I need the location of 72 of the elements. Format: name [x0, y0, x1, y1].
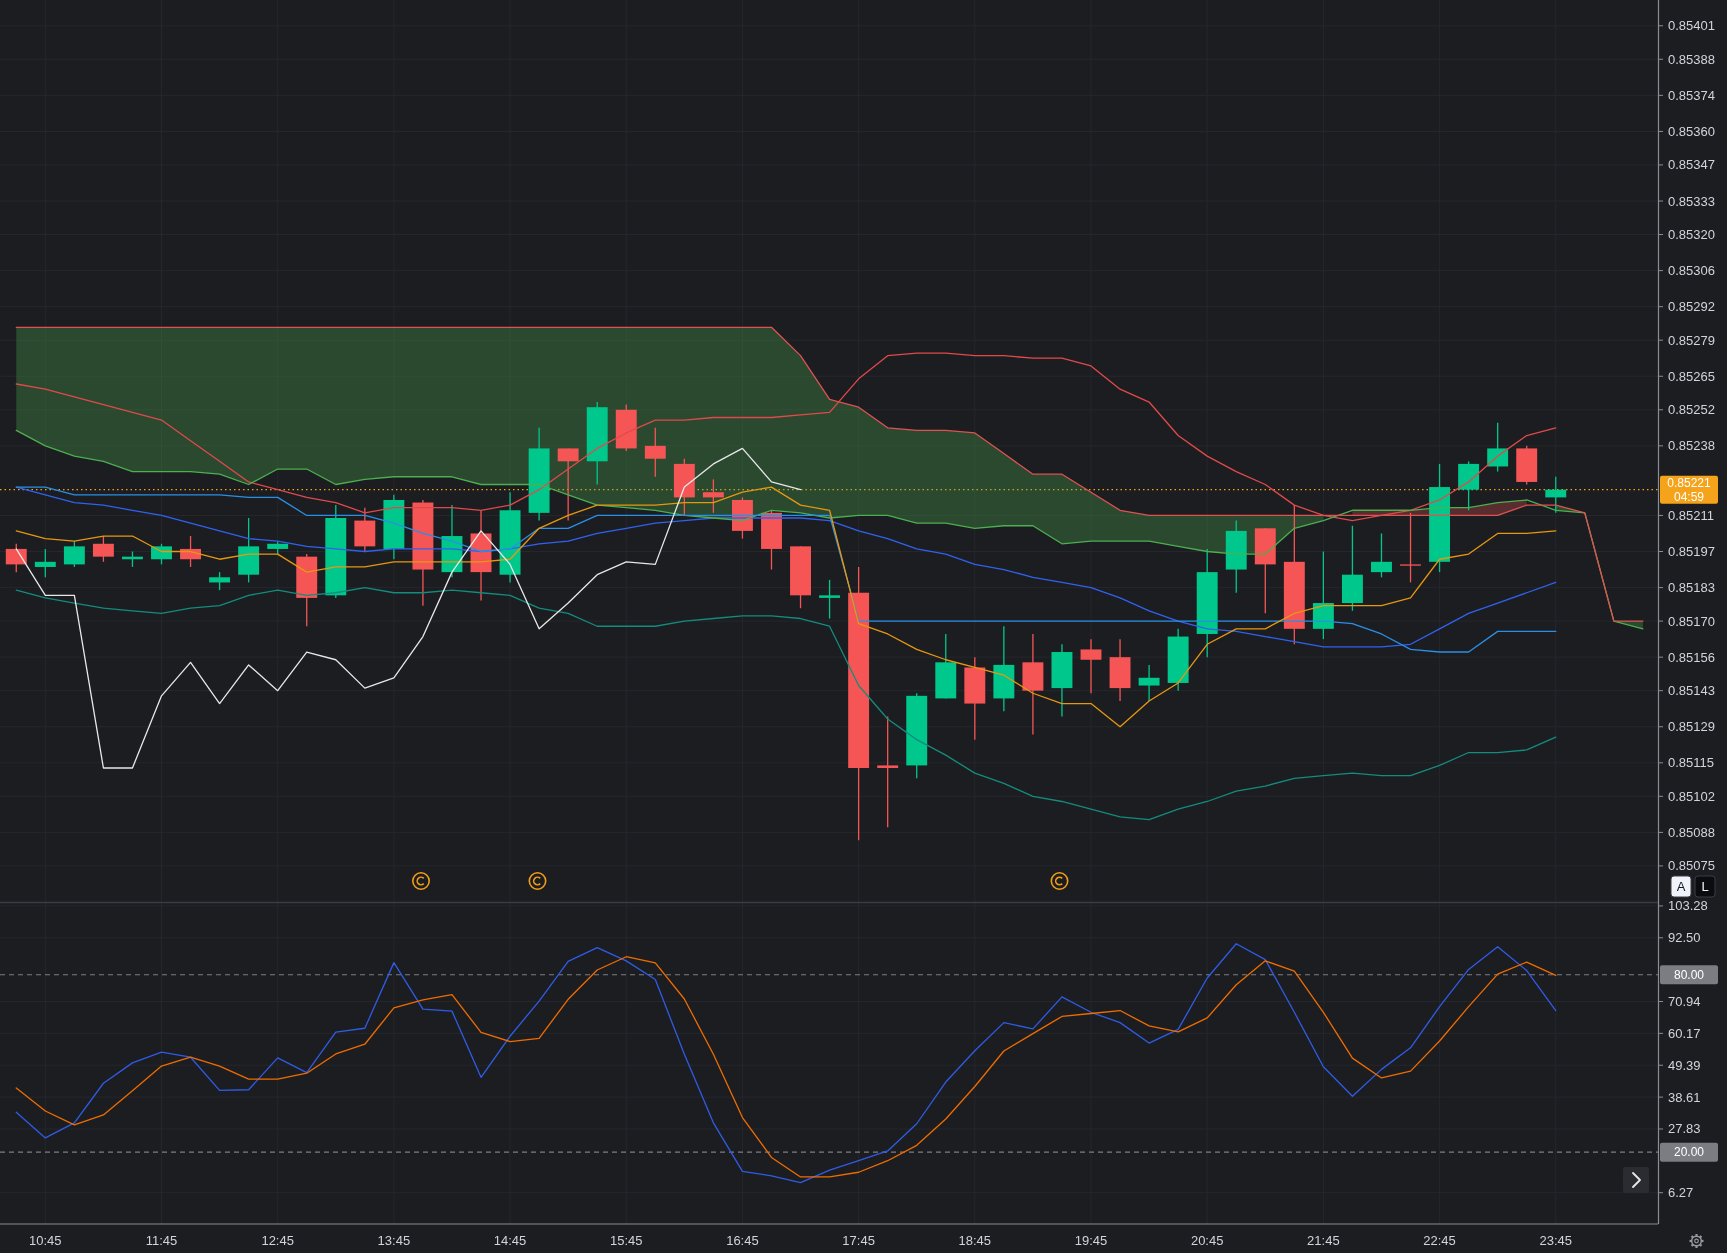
y-tick-label: 49.39: [1668, 1057, 1701, 1073]
ref-line-label: 0.85221: [1667, 476, 1712, 491]
x-tick-label: 14:45: [493, 1232, 527, 1248]
candlestick: [92, 535, 114, 563]
y-tick-label: 0.85088: [1668, 824, 1715, 840]
x-tick-label: 16:45: [726, 1232, 759, 1248]
x-tick-label: 17:45: [842, 1232, 875, 1248]
candlestick: [819, 579, 841, 620]
x-tick-label: 11:45: [145, 1232, 178, 1248]
y-tick-label: 60.17: [1668, 1025, 1701, 1041]
x-tick-label: 15:45: [609, 1232, 643, 1248]
candlestick: [209, 571, 231, 591]
y-tick-label: 0.85360: [1668, 123, 1715, 139]
candlestick: [1138, 664, 1160, 702]
y-tick-label: 0.85347: [1668, 157, 1715, 173]
y-tick-label: 0.85156: [1668, 649, 1715, 665]
y-tick-label: 0.85292: [1668, 299, 1715, 315]
y-tick-label: 0.85075: [1668, 858, 1715, 874]
y-tick-label: 0.85183: [1668, 580, 1715, 596]
y-tick-label: 0.85170: [1668, 613, 1715, 629]
y-tick-label: 0.85279: [1668, 332, 1715, 348]
y-tick-label: 0.85401: [1668, 18, 1715, 34]
line-series: [15, 586, 1557, 821]
y-tick-label: 0.85374: [1668, 87, 1715, 103]
y-tick-label: 0.85265: [1668, 368, 1715, 384]
x-tick-label: 23:45: [1539, 1232, 1573, 1248]
candlestick: [1400, 512, 1421, 584]
candlestick: [5, 543, 27, 573]
line-series: [15, 486, 1557, 728]
y-tick-label: 0.85102: [1668, 788, 1715, 804]
y-tick-label: 103.28: [1668, 898, 1708, 914]
candlestick: [877, 715, 899, 828]
candlestick: [1487, 422, 1509, 473]
x-tick-label: 10:45: [29, 1232, 62, 1248]
candlestick: [1080, 638, 1102, 694]
x-tick-label: 18:45: [958, 1232, 992, 1248]
y-tick-label: 0.85320: [1668, 227, 1715, 243]
y-tick-label: 27.83: [1668, 1121, 1701, 1137]
y-tick-label: 0.85388: [1668, 51, 1715, 67]
y-tick-label: 0.85197: [1668, 544, 1715, 560]
y-tick-label: 0.85333: [1668, 193, 1715, 209]
candlestick: [1545, 476, 1567, 514]
y-tick-label: 0.85252: [1668, 402, 1715, 418]
x-tick-label: 22:45: [1423, 1232, 1456, 1248]
x-tick-label: 19:45: [1074, 1232, 1108, 1248]
x-tick-label: 21:45: [1307, 1232, 1340, 1248]
candlestick: [34, 548, 56, 578]
y-tick-label: 0.85115: [1668, 755, 1715, 771]
line-series: [15, 429, 1644, 630]
text: A: [1676, 879, 1686, 894]
x-tick-label: 12:45: [261, 1232, 294, 1248]
candlestick: [702, 478, 724, 514]
y-tick-label: 0.85238: [1668, 438, 1715, 454]
y-tick-label: 0.85306: [1668, 263, 1715, 279]
ref-line-label: 20.00: [1673, 1145, 1705, 1160]
y-tick-label: 6.27: [1668, 1185, 1694, 1201]
candlestick: [644, 427, 666, 478]
y-tick-label: 0.85143: [1668, 683, 1715, 699]
candlestick: [557, 447, 579, 522]
x-tick-label: 13:45: [377, 1232, 411, 1248]
candlestick: [63, 540, 85, 568]
y-tick-label: 92.50: [1668, 930, 1701, 946]
text: 04:59: [1673, 489, 1705, 504]
y-tick-label: 0.85211: [1668, 507, 1715, 523]
y-tick-label: 38.61: [1668, 1089, 1701, 1105]
y-tick-label: 0.85129: [1668, 719, 1715, 735]
text: L: [1701, 879, 1709, 894]
candlestick: [151, 543, 172, 566]
x-tick-label: 20:45: [1190, 1232, 1224, 1248]
ref-line-label: 80.00: [1673, 967, 1705, 982]
y-tick-label: 70.94: [1668, 994, 1701, 1010]
candlestick: [1371, 532, 1392, 578]
